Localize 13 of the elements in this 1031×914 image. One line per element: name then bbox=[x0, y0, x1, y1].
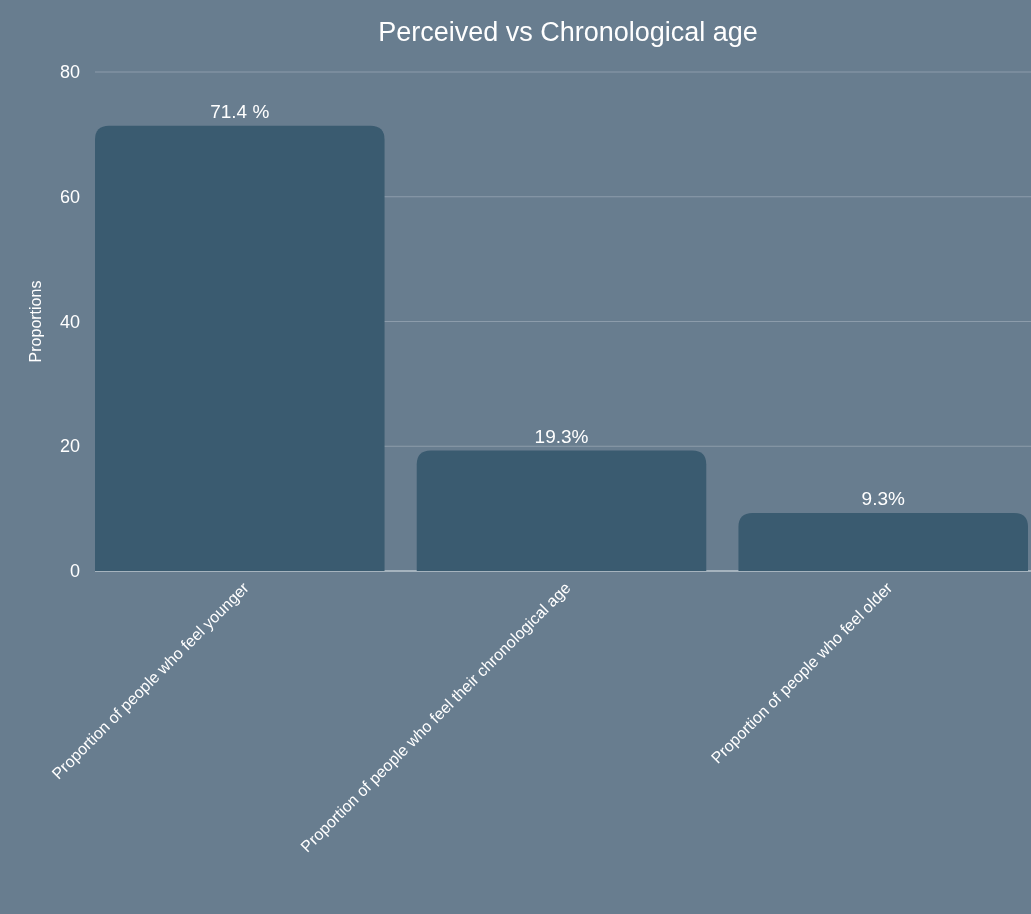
y-axis-title: Proportions bbox=[27, 280, 44, 363]
y-tick-label: 80 bbox=[59, 62, 80, 82]
bar bbox=[95, 125, 385, 571]
data-label: 9.3% bbox=[861, 487, 905, 509]
bar bbox=[416, 450, 707, 571]
bar bbox=[738, 512, 1028, 571]
y-tick-label: 40 bbox=[59, 311, 80, 332]
y-tick-label: 60 bbox=[59, 186, 80, 207]
data-label: 19.3% bbox=[534, 425, 589, 447]
chart-title: Perceived vs Chronological age bbox=[378, 17, 758, 47]
y-tick-label: 20 bbox=[59, 436, 80, 457]
data-label: 71.4 % bbox=[210, 100, 270, 122]
y-tick-label: 0 bbox=[69, 561, 80, 581]
